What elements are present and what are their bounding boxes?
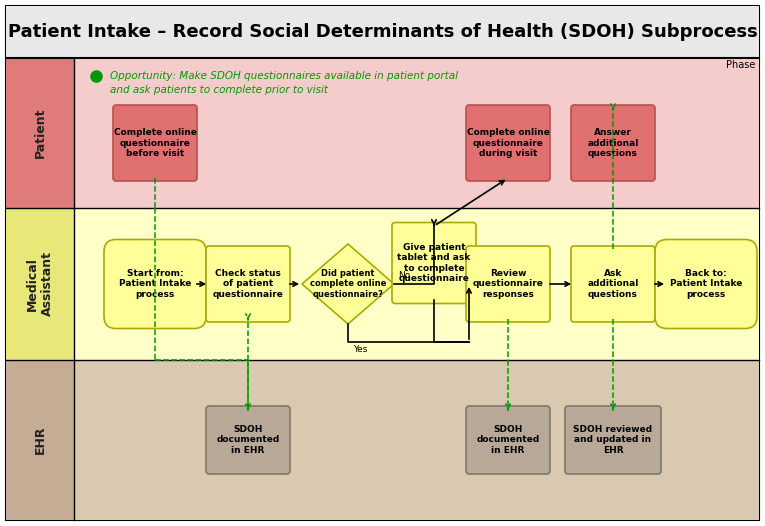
- FancyBboxPatch shape: [206, 406, 290, 474]
- Bar: [74, 208, 759, 360]
- Text: Patient: Patient: [34, 108, 47, 158]
- FancyBboxPatch shape: [104, 239, 206, 329]
- FancyBboxPatch shape: [206, 246, 290, 322]
- Text: Complete online
questionnaire
before visit: Complete online questionnaire before vis…: [113, 128, 197, 158]
- FancyBboxPatch shape: [392, 222, 476, 304]
- Text: Review
questionnaire
responses: Review questionnaire responses: [473, 269, 543, 299]
- FancyBboxPatch shape: [466, 105, 550, 181]
- Text: EHR: EHR: [34, 426, 47, 454]
- Text: Complete online
questionnaire
during visit: Complete online questionnaire during vis…: [467, 128, 549, 158]
- Text: Opportunity: Make SDOH questionnaires available in patient portal: Opportunity: Make SDOH questionnaires av…: [110, 71, 458, 81]
- Text: SDOH
documented
in EHR: SDOH documented in EHR: [216, 425, 280, 455]
- Text: and ask patients to complete prior to visit: and ask patients to complete prior to vi…: [110, 85, 328, 95]
- FancyBboxPatch shape: [466, 406, 550, 474]
- Text: Give patient
tablet and ask
to complete
questionnaire: Give patient tablet and ask to complete …: [397, 243, 470, 283]
- Text: Medical
Assistant: Medical Assistant: [26, 251, 54, 317]
- Polygon shape: [302, 244, 394, 324]
- Text: Phase: Phase: [726, 60, 755, 70]
- FancyBboxPatch shape: [565, 406, 661, 474]
- Text: Did patient
complete online
questionnaire?: Did patient complete online questionnair…: [310, 269, 386, 299]
- Text: Check status
of patient
questionnaire: Check status of patient questionnaire: [213, 269, 284, 299]
- Text: Yes: Yes: [353, 345, 367, 354]
- Bar: [6, 58, 74, 208]
- Text: No: No: [398, 271, 410, 280]
- Bar: [74, 360, 759, 520]
- Text: Start from:
Patient Intake
process: Start from: Patient Intake process: [119, 269, 191, 299]
- Text: Answer
additional
questions: Answer additional questions: [588, 128, 639, 158]
- Text: SDOH reviewed
and updated in
EHR: SDOH reviewed and updated in EHR: [574, 425, 653, 455]
- Bar: [6, 6, 759, 58]
- FancyBboxPatch shape: [466, 246, 550, 322]
- FancyBboxPatch shape: [655, 239, 757, 329]
- Bar: [6, 208, 74, 360]
- Text: Patient Intake – Record Social Determinants of Health (SDOH) Subprocess: Patient Intake – Record Social Determina…: [8, 23, 757, 41]
- Bar: [74, 58, 759, 208]
- Text: SDOH
documented
in EHR: SDOH documented in EHR: [477, 425, 539, 455]
- FancyBboxPatch shape: [571, 246, 655, 322]
- FancyBboxPatch shape: [113, 105, 197, 181]
- Text: Back to:
Patient Intake
process: Back to: Patient Intake process: [670, 269, 742, 299]
- Bar: [6, 360, 74, 520]
- FancyBboxPatch shape: [571, 105, 655, 181]
- Text: Ask
additional
questions: Ask additional questions: [588, 269, 639, 299]
